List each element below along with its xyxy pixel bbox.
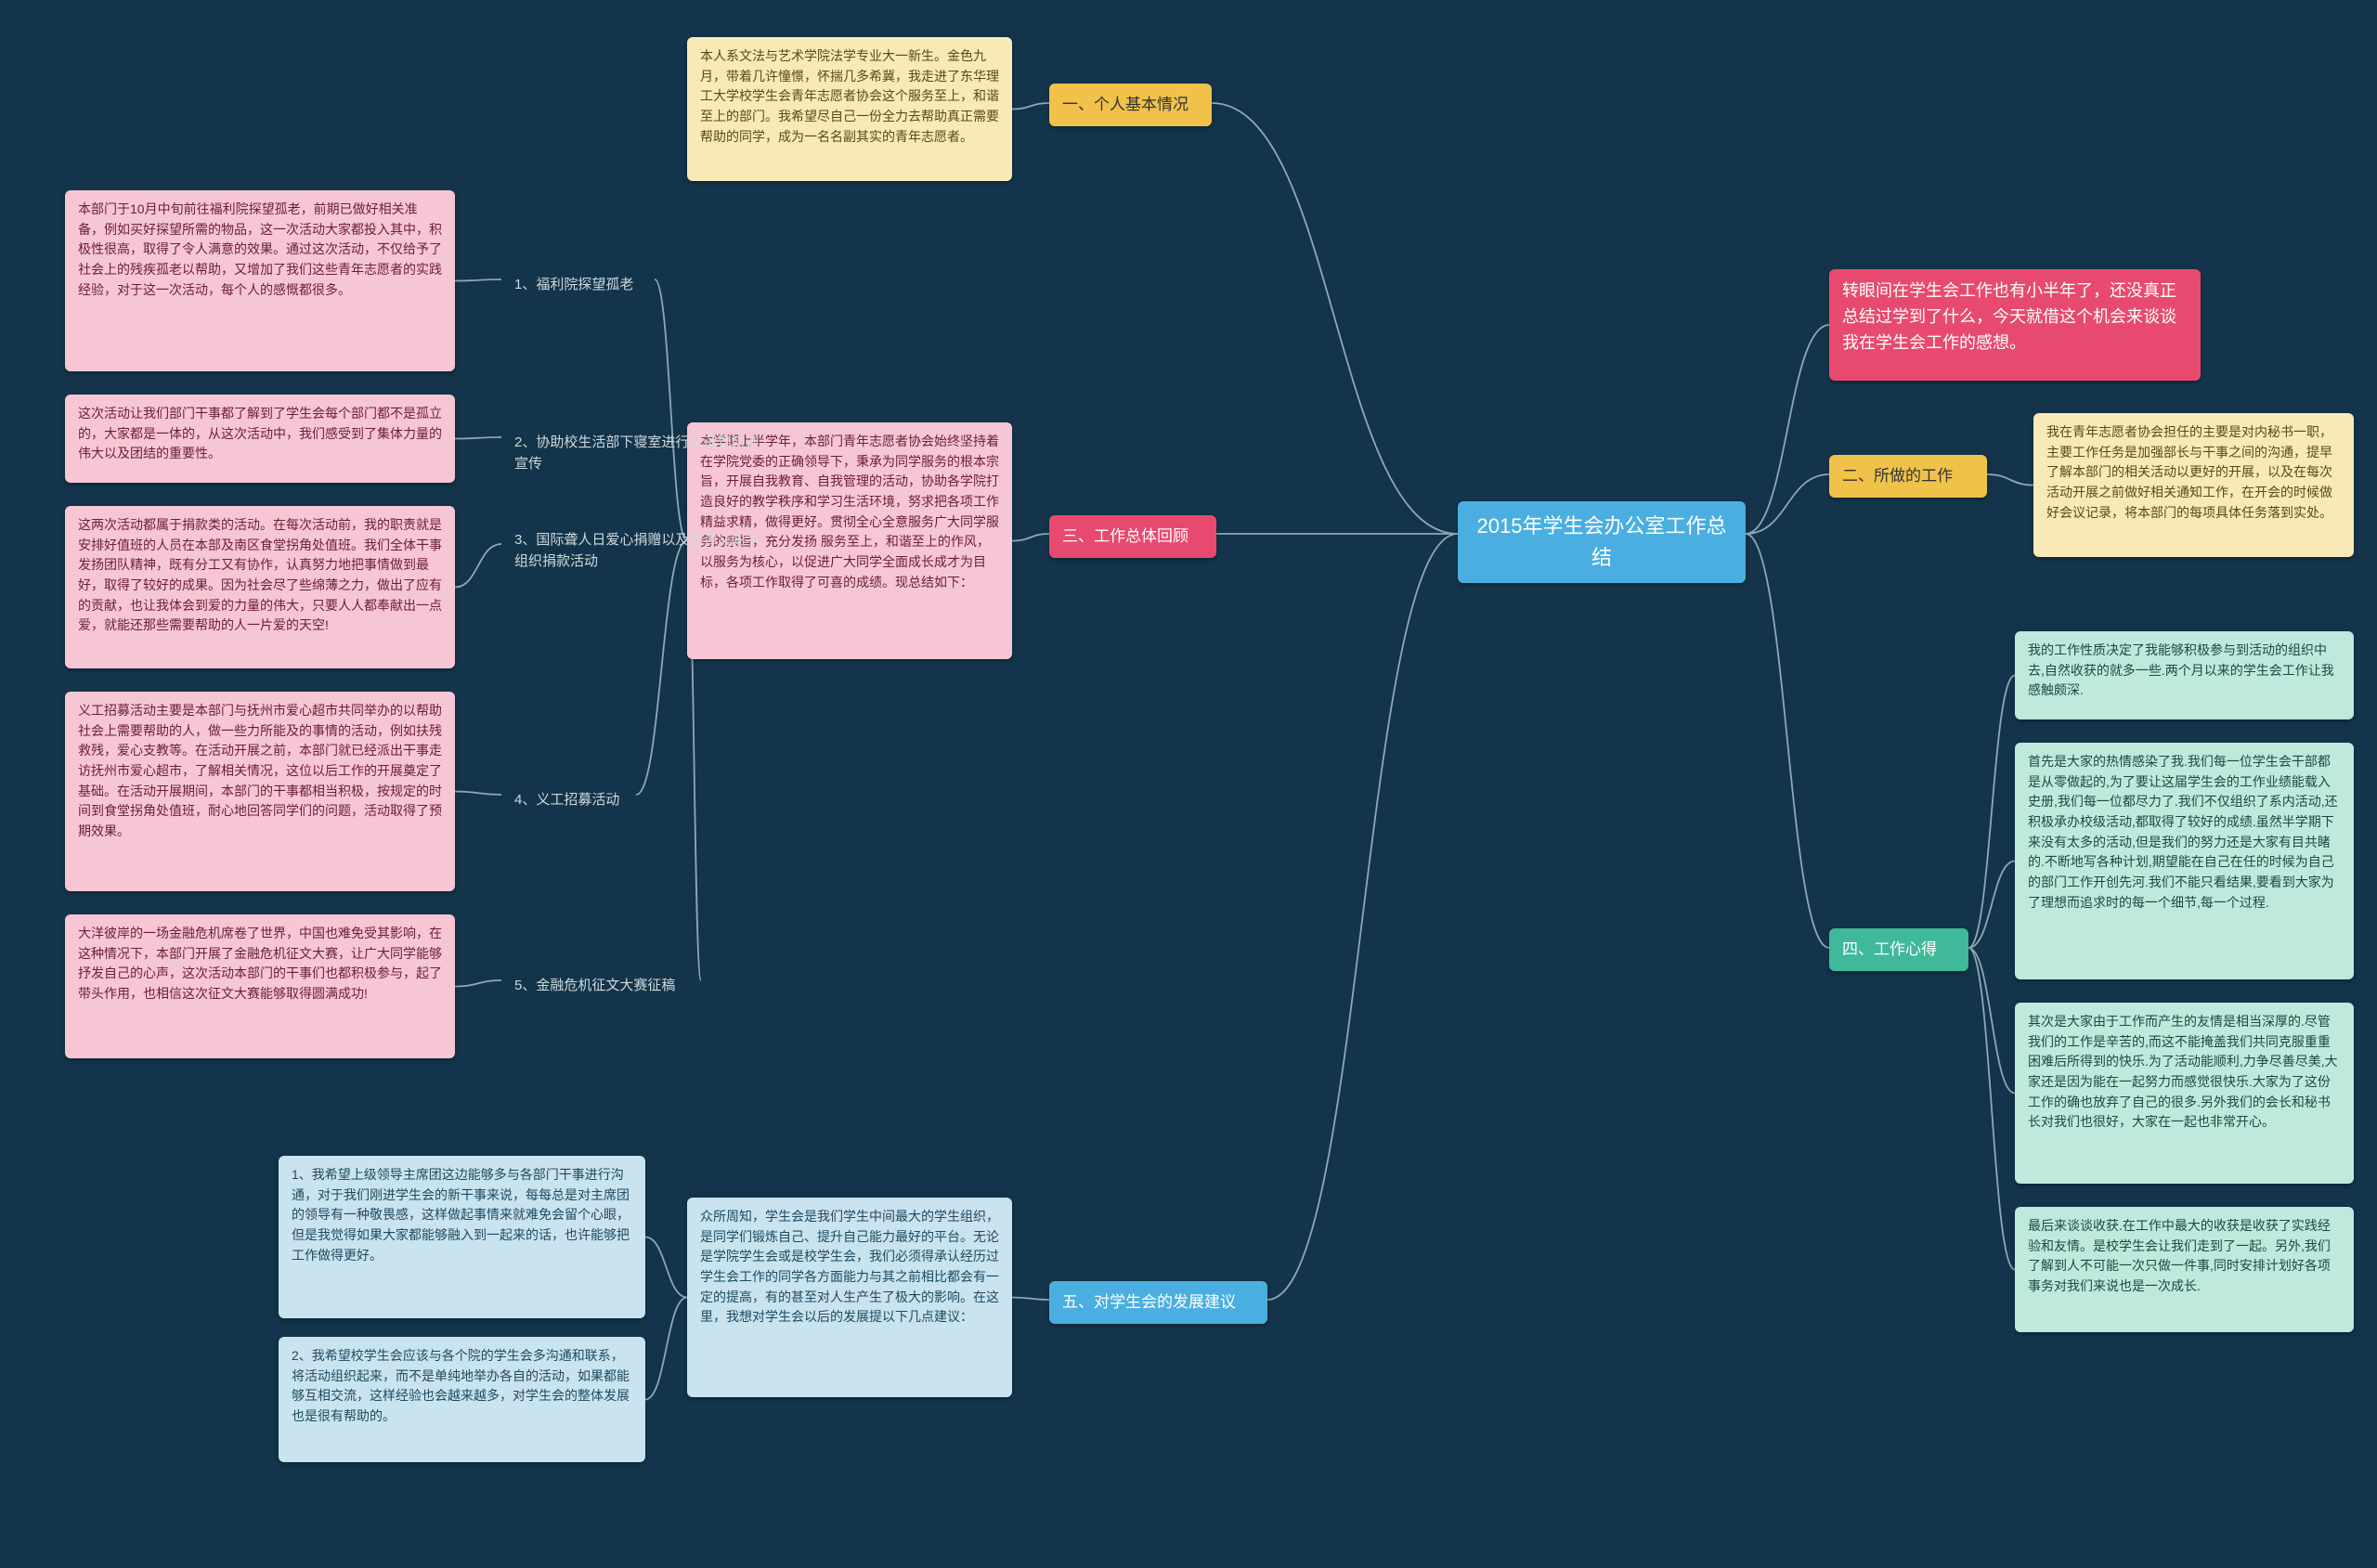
node-s4_d: 最后来谈谈收获.在工作中最大的收获是收获了实践经验和友情。是校学生会让我们走到了… bbox=[2015, 1207, 2354, 1332]
node-s4_c: 其次是大家由于工作而产生的友情是相当深厚的.尽管我们的工作是辛苦的,而这不能掩盖… bbox=[2015, 1003, 2354, 1184]
node-s3_4t: 4、义工招募活动 bbox=[501, 780, 636, 820]
edge bbox=[1746, 325, 1829, 534]
node-s1: 一、个人基本情况 bbox=[1049, 84, 1212, 126]
edge bbox=[1746, 474, 1829, 534]
node-s4: 四、工作心得 bbox=[1829, 928, 1968, 971]
node-s3_2: 这次活动让我们部门干事都了解到了学生会每个部门都不是孤立的，大家都是一体的，从这… bbox=[65, 395, 455, 483]
edge bbox=[645, 1298, 687, 1400]
node-s5_1: 1、我希望上级领导主席团这边能够多与各部门干事进行沟通，对于我们刚进学生会的新干… bbox=[279, 1156, 645, 1318]
node-s3_5: 大洋彼岸的一场金融危机席卷了世界，中国也难免受其影响，在这种情况下，本部门开展了… bbox=[65, 914, 455, 1058]
edge bbox=[1987, 474, 2033, 486]
edge bbox=[455, 980, 501, 987]
edge bbox=[1267, 534, 1458, 1300]
node-s5_intro: 众所周知，学生会是我们学生中间最大的学生组织，是同学们锻炼自己、提升自己能力最好… bbox=[687, 1198, 1012, 1397]
node-s4_b: 首先是大家的热情感染了我.我们每一位学生会干部都是从零做起的,为了要让这届学生会… bbox=[2015, 743, 2354, 979]
node-s3_5t: 5、金融危机征文大赛征稿 bbox=[501, 965, 701, 1005]
node-s4_a: 我的工作性质决定了我能够积极参与到活动的组织中去,自然收获的就多一些.两个月以来… bbox=[2015, 631, 2354, 719]
node-s3_1: 本部门于10月中旬前往福利院探望孤老，前期已做好相关准备，例如买好探望所需的物品… bbox=[65, 190, 455, 371]
node-s3_3t: 3、国际聋人日爱心捐赠以及为谭义同学组织捐款活动 bbox=[501, 520, 780, 582]
edge bbox=[1746, 534, 1829, 948]
node-s2_detail: 我在青年志愿者协会担任的主要是对内秘书一职，主要工作任务是加强部长与干事之间的沟… bbox=[2033, 413, 2354, 557]
edge bbox=[455, 279, 501, 281]
node-intro: 转眼间在学生会工作也有小半年了，还没真正总结过学到了什么，今天就借这个机会来谈谈… bbox=[1829, 269, 2201, 381]
edge bbox=[645, 1238, 687, 1298]
edge bbox=[1968, 948, 2015, 1094]
edge bbox=[1968, 948, 2015, 1270]
node-root: 2015年学生会办公室工作总结 bbox=[1458, 501, 1746, 583]
edge bbox=[1968, 676, 2015, 949]
edge bbox=[1968, 862, 2015, 949]
node-s3: 三、工作总体回顾 bbox=[1049, 515, 1216, 558]
node-s2: 二、所做的工作 bbox=[1829, 455, 1987, 498]
edge bbox=[655, 279, 687, 541]
node-s3_3: 这两次活动都属于捐款类的活动。在每次活动前，我的职责就是安排好值班的人员在本部及… bbox=[65, 506, 455, 668]
edge bbox=[1212, 103, 1458, 534]
edge bbox=[1012, 103, 1049, 110]
node-s3_2t: 2、协助校生活部下寝室进行交谊舞培训宣传 bbox=[501, 422, 780, 485]
node-s5_2: 2、我希望校学生会应该与各个院的学生会多沟通和联系，将活动组织起来，而不是单纯地… bbox=[279, 1337, 645, 1462]
mindmap-canvas: 2015年学生会办公室工作总结 转眼间在学生会工作也有小半年了，还没真正总结过学到… bbox=[0, 0, 2377, 1568]
edge bbox=[455, 437, 501, 439]
node-s1_detail: 本人系文法与艺术学院法学专业大一新生。金色九月，带着几许憧憬，怀揣几多希冀，我走… bbox=[687, 37, 1012, 181]
node-s5: 五、对学生会的发展建议 bbox=[1049, 1281, 1267, 1324]
edge bbox=[455, 792, 501, 796]
node-s3_1t: 1、福利院探望孤老 bbox=[501, 265, 655, 305]
node-s3_4: 义工招募活动主要是本部门与抚州市爱心超市共同举办的以帮助社会上需要帮助的人，做一… bbox=[65, 692, 455, 891]
edge bbox=[1012, 534, 1049, 541]
edge bbox=[455, 544, 501, 588]
edge bbox=[1012, 1298, 1049, 1301]
